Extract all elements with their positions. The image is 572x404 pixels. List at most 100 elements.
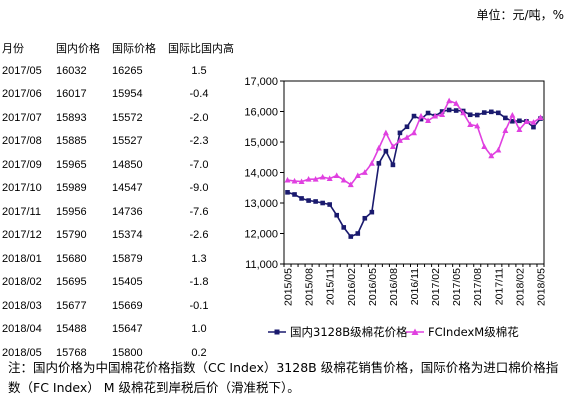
cell-month: 2018/01 (2, 252, 42, 265)
cell-domestic-price: 15695 (56, 276, 87, 289)
legend-label: 国内3128B级棉花价格 (290, 325, 408, 339)
cell-domestic-price: 15677 (56, 299, 87, 312)
cell-domestic-price: 16017 (56, 88, 87, 101)
data-point (503, 115, 508, 121)
data-point (368, 160, 375, 166)
cell-international-price: 15954 (112, 88, 143, 101)
table-header-row: 月份 国内价格 国际价格 国际比国内高 (0, 37, 234, 59)
data-point (347, 181, 354, 188)
cell-international-price: 15879 (112, 252, 143, 265)
data-point (348, 234, 354, 239)
table-row: 2017/07 15893 15572 -2.0 (0, 106, 234, 130)
data-point (509, 111, 516, 118)
y-tick-label: 12,000 (244, 229, 278, 241)
data-point (312, 176, 319, 182)
cell-month: 2017/08 (2, 135, 42, 148)
x-tick-label: 2017/02 (430, 268, 442, 306)
price-table: 月份 国内价格 国际价格 国际比国内高 2017/05 16032 16265 1.5… (0, 37, 234, 365)
data-point (319, 173, 326, 180)
cell-month: 2017/11 (2, 205, 41, 218)
cell-international-price: 14547 (112, 182, 143, 195)
legend-label: FCIndexM级棉花 (428, 325, 519, 339)
data-point (481, 110, 487, 115)
table-row: 2017/05 16032 16265 1.5 (0, 59, 234, 83)
cell-month: 2017/07 (2, 111, 42, 124)
cell-domestic-price: 15680 (56, 252, 87, 265)
cell-difference: -9.0 (189, 182, 209, 195)
data-point (326, 175, 333, 181)
data-point (530, 119, 537, 125)
cell-domestic-price: 15790 (56, 229, 87, 242)
header-month: 月份 (2, 43, 24, 55)
cell-international-price: 15647 (112, 323, 143, 336)
cell-international-price: 14736 (112, 205, 143, 218)
header-domestic-price: 国内价格 (56, 43, 100, 55)
cell-month: 2017/10 (2, 182, 42, 195)
data-point (355, 231, 361, 236)
data-point (341, 225, 347, 230)
data-point (327, 202, 332, 207)
data-point (334, 212, 340, 218)
cell-month: 2018/04 (2, 323, 42, 336)
cell-difference: -0.1 (189, 299, 209, 312)
cell-difference: -7.6 (189, 205, 209, 218)
data-point (474, 122, 481, 129)
cell-international-price: 15800 (112, 346, 143, 359)
data-point (418, 116, 424, 122)
x-tick-label: 2016/11 (409, 268, 421, 305)
x-tick-label: 2018/02 (514, 268, 526, 306)
data-point (446, 107, 452, 113)
data-point (496, 110, 501, 116)
data-point (376, 161, 382, 166)
data-point (354, 172, 361, 178)
data-point (425, 110, 431, 116)
table-row: 2017/06 16017 15954 -0.4 (0, 83, 234, 107)
cell-international-price: 16265 (112, 64, 143, 77)
data-point (383, 148, 389, 154)
cell-difference: 1.5 (191, 64, 207, 77)
data-point (502, 127, 509, 133)
cell-international-price: 15405 (112, 276, 143, 289)
x-tick-label: 2015/08 (304, 268, 316, 306)
table-row: 2017/10 15989 14547 -9.0 (0, 177, 234, 201)
data-point (369, 209, 375, 215)
data-point (488, 152, 495, 159)
data-point (516, 126, 523, 133)
data-point (299, 196, 304, 201)
table-row: 2018/04 15488 15647 1.0 (0, 318, 234, 342)
data-point (340, 176, 347, 183)
y-tick-label: 11,000 (245, 259, 278, 271)
data-point (523, 118, 530, 124)
x-tick-label: 2015/05 (283, 268, 295, 306)
data-point (488, 109, 494, 115)
data-point (425, 117, 432, 124)
legend-marker (274, 329, 280, 335)
data-point (460, 109, 467, 116)
cell-international-price: 15669 (112, 299, 143, 312)
table-row: 2017/12 15790 15374 -2.6 (0, 224, 234, 248)
data-point (389, 143, 396, 149)
cell-difference: 1.3 (191, 252, 207, 265)
x-tick-label: 2016/05 (367, 268, 379, 306)
cell-difference: 0.2 (191, 346, 207, 359)
footnote: 注：国内价格为中国棉花价格指数（CC Index）3128B 级棉花销售价格，国… (8, 360, 559, 395)
cell-difference: -2.6 (189, 229, 209, 242)
data-point (481, 143, 488, 149)
y-tick-label: 15,000 (244, 137, 278, 149)
x-tick-label: 2016/08 (388, 268, 400, 306)
data-point (362, 215, 368, 221)
data-point (453, 100, 460, 106)
y-tick-label: 16,000 (244, 107, 278, 119)
cell-month: 2017/09 (2, 158, 42, 171)
cell-domestic-price: 16032 (56, 64, 87, 77)
y-tick-label: 17,000 (244, 76, 278, 88)
data-point (361, 169, 368, 175)
cell-difference: -2.0 (189, 111, 209, 124)
cell-international-price: 15527 (112, 135, 143, 148)
table-row: 2018/03 15677 15669 -0.1 (0, 294, 234, 318)
cell-domestic-price: 15885 (56, 135, 87, 148)
data-point (298, 178, 305, 185)
table-row: 2017/09 15965 14850 -7.0 (0, 153, 234, 177)
data-point (404, 124, 410, 130)
cell-month: 2017/05 (2, 64, 42, 77)
